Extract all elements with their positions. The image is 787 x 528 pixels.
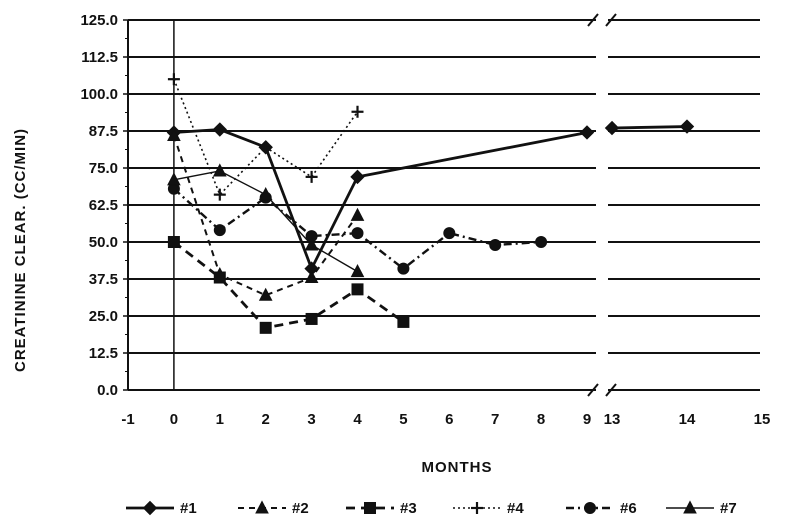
data-point bbox=[305, 170, 318, 183]
series-2 bbox=[167, 127, 365, 301]
data-point bbox=[535, 236, 548, 248]
data-point bbox=[305, 312, 318, 325]
legend-entry: #4 bbox=[453, 500, 524, 517]
data-point bbox=[258, 287, 273, 301]
data-point bbox=[604, 120, 620, 136]
data-point bbox=[213, 188, 226, 201]
y-tick-label: 87.5 bbox=[89, 123, 118, 140]
y-axis-label: CREATININE CLEAR. (CC/MIN) bbox=[12, 128, 29, 372]
y-tick-label: 62.5 bbox=[89, 197, 118, 214]
y-tick-label: 12.5 bbox=[89, 345, 118, 362]
axis-break-mark bbox=[605, 383, 617, 397]
data-point bbox=[351, 283, 364, 296]
data-point bbox=[351, 227, 364, 240]
data-point bbox=[351, 105, 364, 118]
data-point bbox=[679, 119, 695, 134]
legend-entry: #3 bbox=[346, 500, 417, 517]
x-tick-label: 7 bbox=[491, 411, 499, 428]
data-point bbox=[350, 169, 365, 185]
x-tick-label: 4 bbox=[353, 411, 362, 428]
legend: #1 #2 #3 #4 #6 #7 bbox=[126, 500, 737, 517]
data-point bbox=[213, 271, 226, 284]
series-line bbox=[173, 240, 405, 330]
series-line bbox=[173, 128, 588, 271]
data-point bbox=[489, 238, 502, 251]
legend-marker bbox=[584, 502, 596, 514]
legend-entry: #6 bbox=[566, 500, 637, 517]
legend-label: #2 bbox=[292, 500, 309, 517]
data-point bbox=[212, 163, 227, 177]
series-1 bbox=[166, 119, 695, 276]
legend-entry: #2 bbox=[238, 500, 309, 517]
y-tick-label: 75.0 bbox=[89, 160, 118, 177]
x-tick-label: 6 bbox=[445, 411, 453, 428]
legend-label: #7 bbox=[720, 500, 737, 517]
y-tick-label: 125.0 bbox=[80, 12, 118, 29]
series-4 bbox=[167, 73, 364, 201]
y-tick-label: 100.0 bbox=[80, 86, 118, 103]
data-point bbox=[304, 269, 319, 284]
data-point bbox=[212, 122, 228, 137]
series-3 bbox=[167, 236, 410, 334]
data-point bbox=[350, 264, 365, 278]
data-point bbox=[304, 237, 319, 251]
x-tick-label: -1 bbox=[121, 411, 134, 428]
data-point bbox=[167, 127, 181, 141]
legend-label: #6 bbox=[620, 500, 637, 517]
data-point bbox=[259, 321, 272, 334]
axis-break-mark bbox=[605, 13, 617, 27]
data-point bbox=[167, 236, 180, 248]
legend-marker bbox=[142, 500, 158, 516]
data-point bbox=[167, 73, 180, 86]
y-tick-label: 112.5 bbox=[81, 49, 118, 66]
legend-entry: #7 bbox=[666, 500, 737, 517]
x-tick-label: 5 bbox=[399, 411, 407, 428]
x-tick-label: 1 bbox=[216, 411, 224, 428]
y-tick-label: 50.0 bbox=[89, 234, 118, 251]
y-tick-label: 25.0 bbox=[89, 308, 118, 325]
x-tick-label: 0 bbox=[170, 411, 178, 428]
legend-label: #3 bbox=[400, 500, 417, 517]
data-point bbox=[579, 125, 595, 140]
tick-labels: 0.0 12.5 25.0 37.5 50.0 62.5 75.0 87.5 100.0 112.… bbox=[80, 12, 770, 428]
grid-lines bbox=[128, 19, 760, 391]
series-layer bbox=[166, 73, 695, 334]
y-tick-label: 0.0 bbox=[97, 382, 118, 399]
legend-marker bbox=[255, 500, 269, 514]
legend-label: #4 bbox=[507, 500, 524, 517]
data-point bbox=[258, 187, 273, 201]
legend-marker bbox=[364, 502, 376, 514]
axes bbox=[123, 13, 617, 397]
data-point bbox=[397, 262, 410, 275]
x-tick-label: 15 bbox=[754, 411, 771, 428]
axis-break-mark bbox=[587, 13, 599, 27]
x-tick-label: 9 bbox=[583, 411, 591, 428]
series-6 bbox=[167, 163, 365, 278]
x-tick-label: 14 bbox=[679, 411, 696, 428]
series-line bbox=[611, 125, 688, 130]
legend-entry: #1 bbox=[126, 500, 197, 517]
x-tick-label: 2 bbox=[262, 411, 270, 428]
x-tick-label: 8 bbox=[537, 411, 545, 428]
data-point bbox=[397, 315, 410, 328]
data-point bbox=[259, 141, 272, 154]
data-point bbox=[350, 207, 365, 221]
legend-label: #1 bbox=[180, 500, 197, 517]
data-point bbox=[167, 172, 181, 186]
axis-break-mark bbox=[587, 383, 599, 397]
y-tick-label: 37.5 bbox=[89, 271, 118, 288]
x-tick-label: 3 bbox=[307, 411, 315, 428]
series-5 bbox=[167, 182, 548, 275]
series-line bbox=[172, 135, 359, 297]
legend-marker bbox=[683, 500, 697, 514]
x-tick-label: 13 bbox=[604, 411, 621, 428]
legend-marker bbox=[471, 502, 483, 514]
series-line bbox=[173, 78, 359, 196]
data-point bbox=[443, 227, 456, 240]
x-axis-label: MONTHS bbox=[422, 459, 493, 476]
data-point bbox=[213, 224, 226, 237]
